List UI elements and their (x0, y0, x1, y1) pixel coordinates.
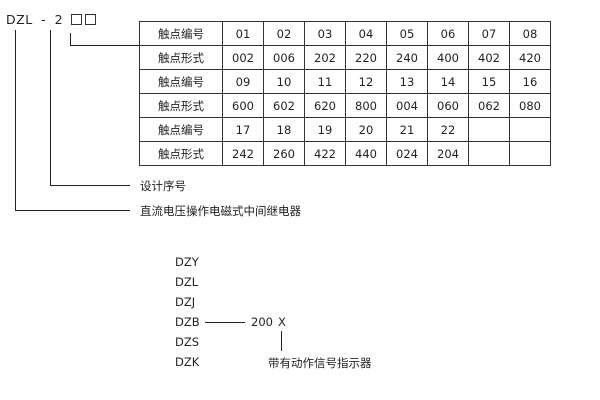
table-cell: 13 (386, 69, 428, 94)
table-cell: 17 (222, 117, 264, 142)
model-dash: - (41, 12, 47, 27)
table-cell: 800 (345, 93, 387, 118)
suffix-meaning-label: 带有动作信号指示器 (268, 356, 372, 370)
table-row: 触点编号 09 10 11 12 13 14 15 16 (139, 69, 551, 94)
table-cell: 400 (427, 45, 469, 70)
table-cell: 602 (263, 93, 305, 118)
model-code: DZL - 2 (6, 12, 96, 27)
row-label: 触点编号 (139, 21, 223, 46)
table-cell: 19 (304, 117, 346, 142)
table-cell: 204 (427, 141, 469, 166)
leader-digit-horizontal (50, 185, 130, 186)
placeholder-box-1 (70, 14, 82, 25)
table-cell: 08 (509, 21, 551, 46)
table-cell: 060 (427, 93, 469, 118)
table-cell (468, 117, 510, 142)
table-cell: 12 (345, 69, 387, 94)
design-serial-label: 设计序号 (140, 179, 186, 193)
table-cell: 242 (222, 141, 264, 166)
row-label: 触点编号 (139, 117, 223, 142)
suffix-leader-line (281, 331, 282, 351)
example-suffix: X (278, 315, 286, 329)
table-cell: 004 (386, 93, 428, 118)
table-cell: 03 (304, 21, 346, 46)
series-item: DZY (175, 255, 199, 269)
series-connector-line (205, 322, 245, 323)
leader-prefix-horizontal (15, 210, 130, 211)
example-number: 200 (251, 315, 273, 329)
table-row: 触点编号 01 02 03 04 05 06 07 08 (139, 21, 551, 46)
table-cell: 20 (345, 117, 387, 142)
table-cell: 006 (263, 45, 305, 70)
table-cell: 260 (263, 141, 305, 166)
table-row: 触点形式 002 006 202 220 240 400 402 420 (139, 45, 551, 70)
model-prefix: DZL (6, 12, 33, 27)
table-cell: 220 (345, 45, 387, 70)
leader-box-horizontal (70, 45, 139, 46)
table-cell: 01 (222, 21, 264, 46)
table-cell: 06 (427, 21, 469, 46)
table-row: 触点编号 17 18 19 20 21 22 (139, 117, 551, 142)
row-label: 触点形式 (139, 141, 223, 166)
table-cell: 422 (304, 141, 346, 166)
table-cell: 440 (345, 141, 387, 166)
series-item: DZS (175, 335, 200, 349)
series-item: DZB (175, 315, 200, 329)
table-row: 触点形式 242 260 422 440 024 204 (139, 141, 551, 166)
row-label: 触点编号 (139, 69, 223, 94)
table-cell: 15 (468, 69, 510, 94)
table-cell: 024 (386, 141, 428, 166)
table-cell: 062 (468, 93, 510, 118)
table-cell: 202 (304, 45, 346, 70)
table-cell (509, 117, 551, 142)
table-cell: 10 (263, 69, 305, 94)
table-cell (468, 141, 510, 166)
series-item: DZL (175, 275, 199, 289)
leader-digit-vertical (50, 30, 51, 186)
leader-box-vertical (70, 33, 71, 46)
table-cell: 240 (386, 45, 428, 70)
table-cell: 02 (263, 21, 305, 46)
table-cell: 21 (386, 117, 428, 142)
contact-table: 触点编号 01 02 03 04 05 06 07 08 触点形式 002 006 202 220 240 4… (139, 21, 551, 166)
table-cell: 04 (345, 21, 387, 46)
table-cell: 080 (509, 93, 551, 118)
relay-type-label: 直流电压操作电磁式中间继电器 (140, 204, 301, 218)
table-cell: 09 (222, 69, 264, 94)
series-item: DZK (175, 355, 200, 369)
table-cell: 11 (304, 69, 346, 94)
model-digit: 2 (54, 12, 64, 27)
table-cell (509, 141, 551, 166)
table-cell: 07 (468, 21, 510, 46)
row-label: 触点形式 (139, 45, 223, 70)
table-cell: 620 (304, 93, 346, 118)
table-cell: 420 (509, 45, 551, 70)
leader-prefix-vertical (15, 30, 16, 211)
table-row: 触点形式 600 602 620 800 004 060 062 080 (139, 93, 551, 118)
table-cell: 14 (427, 69, 469, 94)
table-cell: 002 (222, 45, 264, 70)
placeholder-box-2 (84, 14, 96, 25)
series-item: DZJ (175, 295, 196, 309)
table-cell: 16 (509, 69, 551, 94)
table-cell: 600 (222, 93, 264, 118)
row-label: 触点形式 (139, 93, 223, 118)
table-cell: 22 (427, 117, 469, 142)
table-cell: 402 (468, 45, 510, 70)
table-cell: 18 (263, 117, 305, 142)
table-cell: 05 (386, 21, 428, 46)
